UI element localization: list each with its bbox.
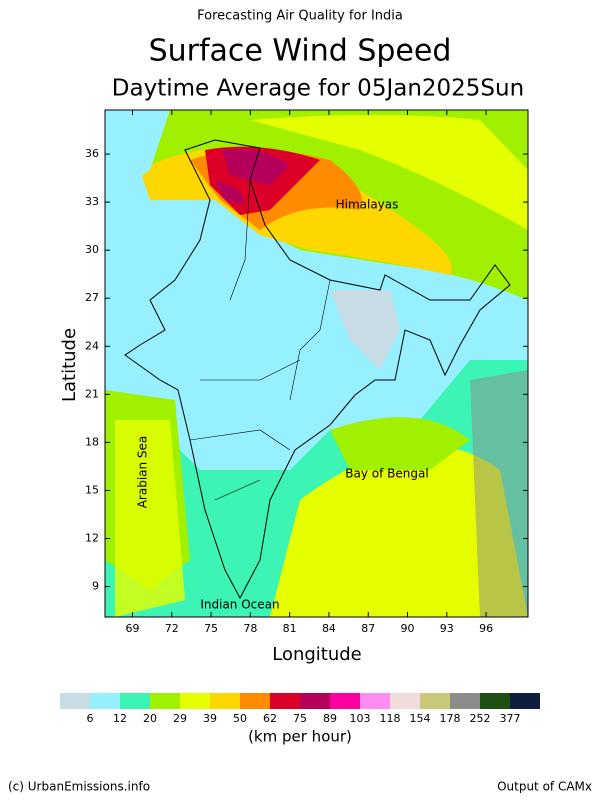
y-tick-label: 18: [85, 435, 99, 448]
x-tick-label: 93: [440, 622, 454, 635]
colorbar-label: 12: [113, 712, 127, 725]
x-tick-label: 72: [165, 622, 179, 635]
x-tick-label: 78: [243, 622, 257, 635]
title: Surface Wind Speed: [149, 34, 452, 69]
x-tick-label: 90: [401, 622, 415, 635]
field-lime: [330, 417, 470, 470]
colorbar-label: 6: [87, 712, 94, 725]
colorbar-swatch: [420, 693, 450, 709]
x-tick-label: 84: [322, 622, 336, 635]
colorbar-swatch: [240, 693, 270, 709]
colorbar-swatch: [90, 693, 120, 709]
field-gray: [470, 370, 528, 617]
region-label: Indian Ocean: [200, 598, 279, 612]
colorbar-swatch: [360, 693, 390, 709]
y-tick-label: 21: [85, 387, 99, 400]
colorbar-label: 39: [203, 712, 217, 725]
colorbar-label: 118: [380, 712, 401, 725]
colorbar-label: 103: [350, 712, 371, 725]
y-tick-label: 15: [85, 483, 99, 496]
colorbar-swatch: [480, 693, 510, 709]
footer-left: (c) UrbanEmissions.info: [8, 780, 150, 794]
y-tick-label: 24: [85, 339, 99, 352]
footer-right: Output of CAMx: [497, 780, 592, 794]
state-borders: [189, 179, 331, 501]
y-tick-label: 30: [85, 243, 99, 256]
colorbar-label: 62: [263, 712, 277, 725]
region-label: Bay of Bengal: [345, 467, 428, 481]
colorbar-swatch: [300, 693, 330, 709]
field-pale: [330, 290, 400, 370]
x-axis-label: Longitude: [272, 644, 362, 665]
colorbar-label: 252: [470, 712, 491, 725]
colorbar-label: 75: [293, 712, 307, 725]
region-label: Himalayas: [336, 198, 399, 212]
colorbar-swatch: [180, 693, 210, 709]
field-yellow: [115, 420, 185, 617]
header: Forecasting Air Quality for India: [197, 9, 403, 24]
field-yellow: [250, 115, 528, 230]
x-tick-label: 96: [479, 622, 493, 635]
colorbar-swatch: [270, 693, 300, 709]
y-tick-label: 36: [85, 147, 99, 160]
colorbar-swatch: [120, 693, 150, 709]
subtitle: Daytime Average for 05Jan2025Sun: [112, 76, 524, 102]
x-tick-label: 81: [283, 622, 297, 635]
field-cyan: [105, 110, 170, 200]
y-tick-label: 33: [85, 195, 99, 208]
region-label: Arabian Sea: [136, 436, 150, 509]
colorbar-swatch: [210, 693, 240, 709]
y-tick-label: 12: [85, 532, 99, 545]
colorbar-label: 20: [143, 712, 157, 725]
x-tick-label: 75: [204, 622, 218, 635]
colorbar-swatch: [510, 693, 540, 709]
wind-field: [105, 110, 528, 617]
colorbar-unit: (km per hour): [248, 728, 352, 746]
india-outline: [124, 139, 511, 600]
y-axis-label: Latitude: [59, 328, 80, 402]
colorbar-swatch: [390, 693, 420, 709]
x-tick-label: 69: [126, 622, 140, 635]
colorbar-swatch: [150, 693, 180, 709]
colorbar-label: 154: [410, 712, 431, 725]
colorbar-label: 50: [233, 712, 247, 725]
colorbar-swatch: [330, 693, 360, 709]
colorbar-swatch: [60, 693, 90, 709]
y-tick-label: 27: [85, 291, 99, 304]
map-frame: [104, 109, 529, 618]
colorbar-label: 29: [173, 712, 187, 725]
field-purple: [215, 149, 290, 205]
colorbar-label: 377: [500, 712, 521, 725]
colorbar-label: 89: [323, 712, 337, 725]
y-tick-label: 9: [92, 580, 99, 593]
colorbar-label: 178: [440, 712, 461, 725]
x-tick-label: 87: [361, 622, 375, 635]
field-yellow: [270, 446, 528, 617]
colorbar-swatch: [450, 693, 480, 709]
